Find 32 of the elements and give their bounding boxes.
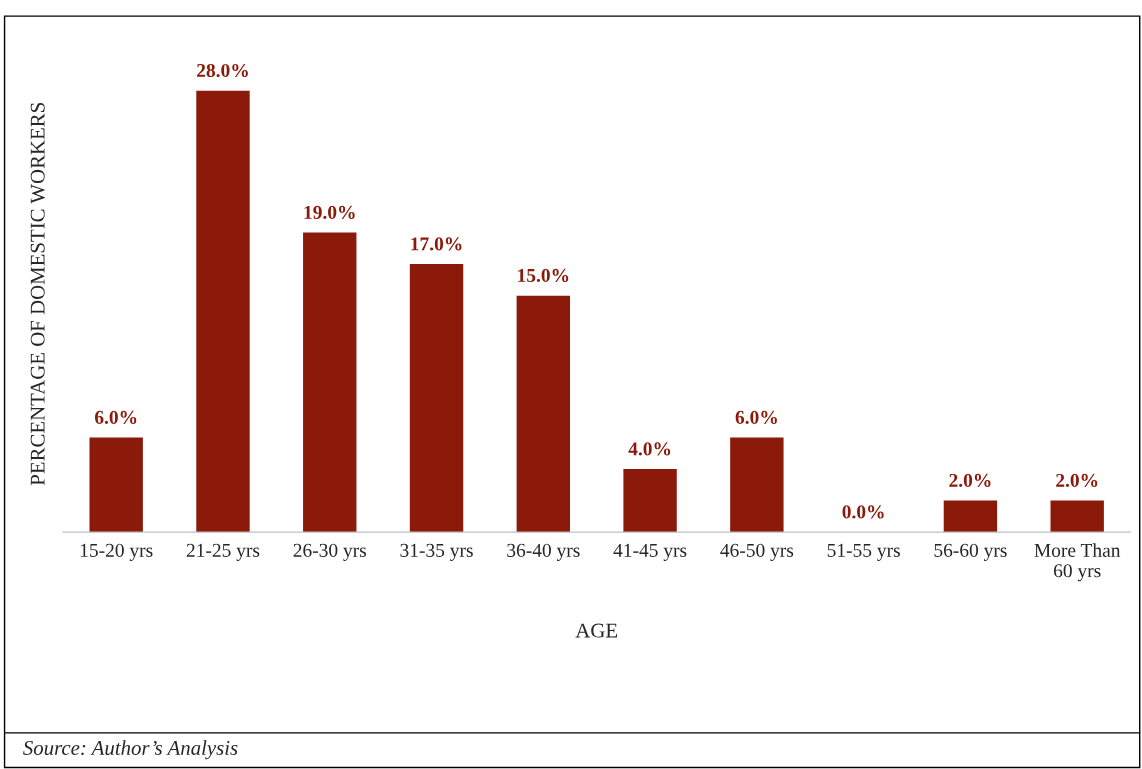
x-tick-label: 26-30 yrs [293,543,367,561]
x-tick-label: 41-45 yrs [613,543,687,561]
bar [196,90,250,533]
bar [943,500,998,533]
data-label: 4.0% [628,442,671,456]
x-tick-label: 36-40 yrs [507,543,580,561]
bar [303,232,357,533]
x-tick-label: More Than 60 yrs [1034,543,1121,582]
bar [623,469,677,533]
data-label: 6.0% [735,410,777,424]
bar [89,437,143,533]
data-label: 17.0% [411,237,462,251]
x-tick-label: 21-25 yrs [186,543,260,561]
bar [1050,500,1104,533]
x-axis-title: AGE [575,623,618,638]
y-axis-title: PERCENTAGE OF DOMESTIC WORKERS [30,103,45,486]
x-tick-label: 31-35 yrs [400,543,473,561]
x-tick-label: 51-55 yrs [827,543,900,561]
bar [409,264,464,533]
data-label: 2.0% [1056,473,1098,488]
bar [516,295,570,533]
x-tick-label: 56-60 yrs [934,543,1007,561]
data-label: 19.0% [304,205,355,219]
source-note: Source: Author’s Analysis [23,740,238,760]
data-label: 6.0% [94,410,137,424]
data-label: 0.0% [842,505,884,519]
data-label: 28.0% [197,63,248,78]
data-label: 15.0% [518,268,569,283]
x-tick-label: 15-20 yrs [80,543,153,561]
data-label: 2.0% [949,473,991,488]
bar [730,437,784,533]
x-tick-label: 46-50 yrs [720,543,794,561]
